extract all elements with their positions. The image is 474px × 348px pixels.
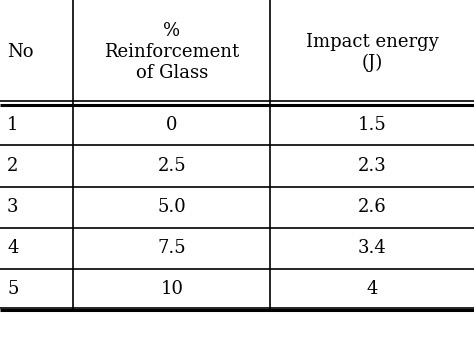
Text: 7.5: 7.5 [157, 239, 186, 257]
Text: 2.3: 2.3 [358, 157, 386, 175]
Text: 3.4: 3.4 [358, 239, 386, 257]
Text: 2.5: 2.5 [157, 157, 186, 175]
Text: 1.5: 1.5 [358, 116, 386, 134]
Text: No: No [7, 43, 34, 61]
Text: 0: 0 [166, 116, 178, 134]
Text: 4: 4 [366, 280, 378, 298]
Text: 10: 10 [160, 280, 183, 298]
Text: 3: 3 [7, 198, 18, 216]
Text: 1: 1 [7, 116, 18, 134]
Text: Impact energy
(J): Impact energy (J) [306, 33, 438, 72]
Text: %
Reinforcement
of Glass: % Reinforcement of Glass [104, 22, 239, 82]
Text: 2.6: 2.6 [358, 198, 386, 216]
Text: 2: 2 [7, 157, 18, 175]
Text: 5.0: 5.0 [157, 198, 186, 216]
Text: 4: 4 [7, 239, 18, 257]
Text: 5: 5 [7, 280, 18, 298]
